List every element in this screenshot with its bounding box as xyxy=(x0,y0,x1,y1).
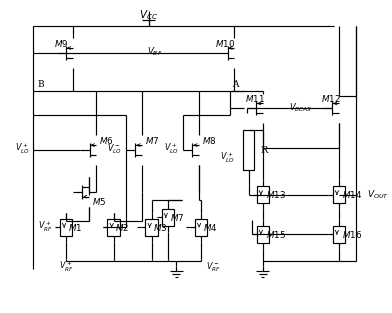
Text: $M15$: $M15$ xyxy=(266,229,286,240)
Text: R: R xyxy=(260,146,267,155)
Bar xyxy=(257,226,269,243)
Text: $V_{RF}^+$: $V_{RF}^+$ xyxy=(59,260,73,274)
Text: $V_{LO}^+$: $V_{LO}^+$ xyxy=(164,142,179,156)
Text: $V_{LO}^+$: $V_{LO}^+$ xyxy=(220,151,235,165)
Text: $M3$: $M3$ xyxy=(154,222,168,233)
Text: $V_{BCAS}$: $V_{BCAS}$ xyxy=(289,101,312,114)
Text: $M6$: $M6$ xyxy=(99,135,114,146)
Bar xyxy=(162,209,174,226)
Bar xyxy=(145,219,158,236)
Text: $M13$: $M13$ xyxy=(266,189,286,200)
Text: $M4$: $M4$ xyxy=(203,222,218,233)
Text: $M12$: $M12$ xyxy=(321,93,341,104)
Text: $V_{OUT}$: $V_{OUT}$ xyxy=(367,188,389,201)
Text: $V_{LO}^-$: $V_{LO}^-$ xyxy=(107,142,122,156)
Text: $M16$: $M16$ xyxy=(342,229,362,240)
Text: $M1$: $M1$ xyxy=(68,222,82,233)
Bar xyxy=(257,186,269,203)
Bar xyxy=(60,219,72,236)
Text: $M5$: $M5$ xyxy=(92,196,106,207)
Text: $M10$: $M10$ xyxy=(215,38,235,49)
Bar xyxy=(195,219,207,236)
Text: $M2$: $M2$ xyxy=(116,222,130,233)
Bar xyxy=(243,130,254,170)
Bar xyxy=(333,186,345,203)
Text: B: B xyxy=(38,80,44,89)
Text: $M7$: $M7$ xyxy=(170,212,184,223)
Text: A: A xyxy=(232,80,239,89)
Text: $M8$: $M8$ xyxy=(202,135,216,146)
Text: $V_{CC}$: $V_{CC}$ xyxy=(139,8,158,22)
Text: $V_{BF}$: $V_{BF}$ xyxy=(147,46,163,58)
Text: $V_{RF}^-$: $V_{RF}^-$ xyxy=(206,260,220,274)
Bar xyxy=(333,226,345,243)
Text: $V_{RF}^+$: $V_{RF}^+$ xyxy=(38,220,52,234)
Text: $M14$: $M14$ xyxy=(342,189,362,200)
Text: $M7$: $M7$ xyxy=(145,135,159,146)
Bar xyxy=(107,219,120,236)
Text: $M11$: $M11$ xyxy=(245,93,265,104)
Text: $M9$: $M9$ xyxy=(54,38,69,49)
Text: $V_{LO}^+$: $V_{LO}^+$ xyxy=(15,142,30,156)
